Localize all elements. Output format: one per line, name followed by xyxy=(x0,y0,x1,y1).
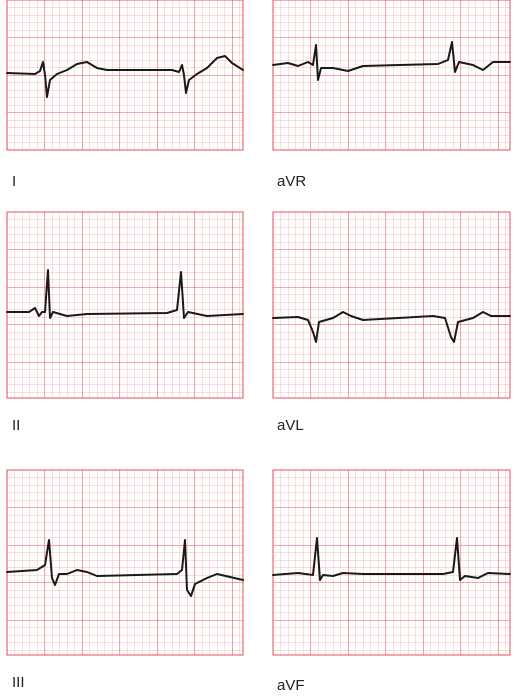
lead-label: II xyxy=(12,417,20,434)
lead-label: III xyxy=(12,674,25,691)
ecg-trace xyxy=(6,55,244,98)
lead-label: aVR xyxy=(277,173,306,190)
grid xyxy=(272,211,511,399)
lead-panel xyxy=(272,469,511,656)
lead-label: I xyxy=(12,173,16,190)
lead-panel xyxy=(6,0,244,151)
lead-panel xyxy=(272,0,511,151)
grid xyxy=(6,469,244,656)
ecg-trace xyxy=(272,311,511,343)
lead-panel xyxy=(6,211,244,399)
ecg-trace xyxy=(272,537,511,581)
grid xyxy=(6,211,244,399)
grid xyxy=(272,0,511,151)
ecg-trace xyxy=(272,41,511,81)
ecg-trace xyxy=(6,269,244,319)
ecg-trace xyxy=(6,539,244,597)
lead-label: aVF xyxy=(277,677,305,694)
grid xyxy=(272,469,511,656)
grid xyxy=(6,0,244,151)
lead-panel xyxy=(272,211,511,399)
lead-label: aVL xyxy=(277,417,304,434)
lead-panel xyxy=(6,469,244,656)
